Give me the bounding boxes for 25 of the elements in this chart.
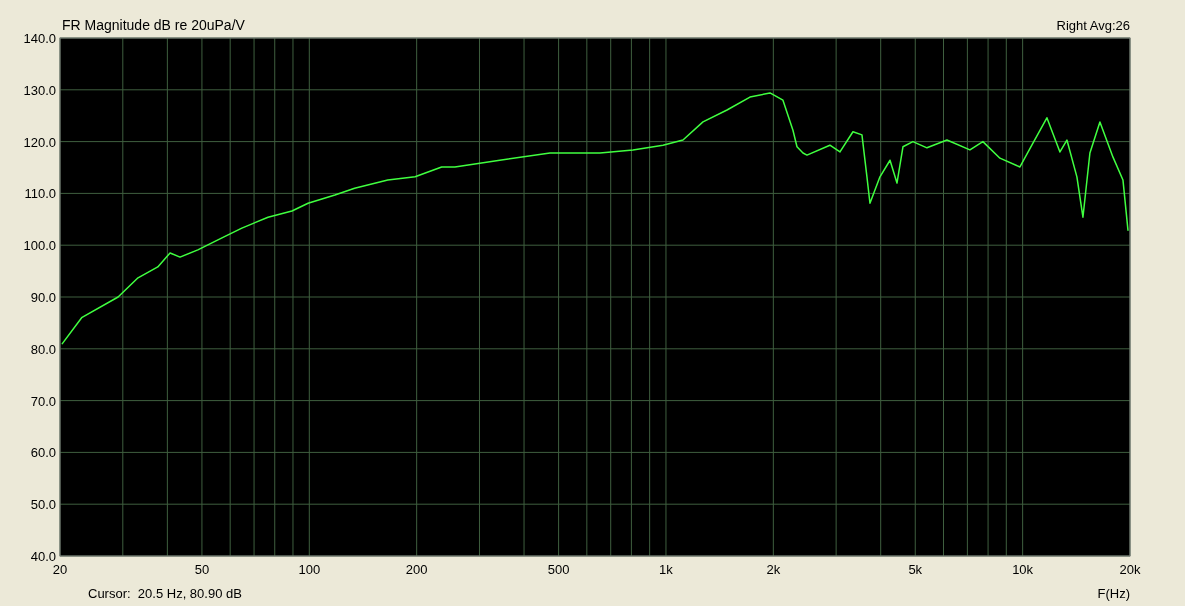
y-tick-label: 90.0 [30, 290, 56, 305]
text: Right Avg:26 [1056, 18, 1130, 33]
x-tick-label: 200 [405, 562, 428, 577]
x-tick-label: 20k [1119, 562, 1141, 577]
y-tick-label: 70.0 [30, 393, 56, 409]
x-tick-label: 5k [908, 562, 923, 577]
x-tick-label: 2k [766, 562, 781, 577]
x-tick-label: 50 [194, 562, 210, 577]
x-tick-label: 1k [659, 562, 674, 577]
y-tick-label: 40.0 [30, 549, 56, 564]
x-axis-title: F(Hz) [1097, 586, 1130, 601]
x-tick-label: 500 [547, 562, 570, 577]
x-tick-label: 100 [298, 562, 321, 577]
x-tick-label: 20 [52, 562, 68, 577]
chart-title: FR Magnitude dB re 20uPa/V [62, 17, 246, 33]
y-tick-label: 140.0 [23, 31, 56, 46]
y-tick-label: 130.0 [23, 82, 56, 98]
text: Cursor: 20.5 Hz, 80.90 dB [88, 586, 242, 601]
y-tick-label: 110.0 [24, 186, 56, 202]
y-tick-label: 80.0 [30, 341, 56, 357]
y-tick-label: 50.0 [30, 497, 56, 513]
y-tick-label: 60.0 [30, 445, 56, 461]
y-tick-label: 100.0 [23, 238, 56, 254]
y-tick-label: 120.0 [23, 134, 56, 150]
x-tick-label: 10k [1012, 562, 1034, 577]
